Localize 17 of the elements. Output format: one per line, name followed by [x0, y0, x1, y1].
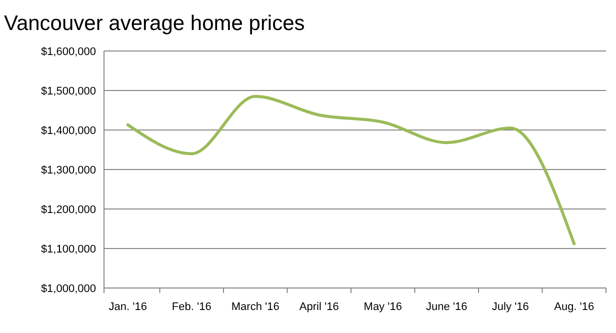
x-tick-label: Jan. '16	[108, 301, 147, 313]
x-tick-label: July '16	[492, 301, 529, 313]
y-tick-label: $1,400,000	[40, 124, 96, 137]
x-tick-label: Aug. '16	[554, 301, 594, 313]
x-tick-label: Feb. '16	[172, 301, 212, 313]
x-tick-label: June '16	[426, 301, 468, 313]
y-tick-label: $1,300,000	[40, 164, 96, 176]
x-tick-label: March '16	[231, 301, 280, 313]
x-tick-label: May '16	[364, 301, 402, 313]
chart-title: Vancouver average home prices	[4, 12, 305, 35]
y-tick-label: $1,500,000	[40, 85, 96, 98]
y-tick-label: $1,100,000	[40, 243, 96, 256]
y-tick-label: $1,600,000	[40, 46, 96, 58]
y-tick-label: $1,000,000	[40, 282, 96, 295]
y-tick-label: $1,200,000	[40, 204, 96, 216]
line-series	[126, 94, 576, 246]
x-tick-label: April '16	[299, 301, 339, 313]
